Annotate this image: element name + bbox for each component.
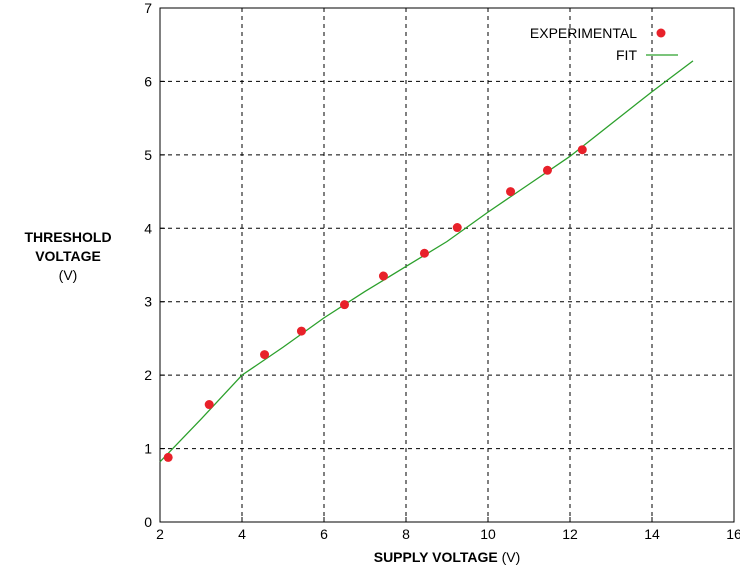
y-axis-ticks: 0 1 2 3 4 5 6 7: [144, 0, 165, 530]
x-tick-label-14: 14: [644, 526, 660, 542]
y-axis-label-unit: (V): [58, 267, 78, 283]
x-axis-label: SUPPLY VOLTAGE (V): [160, 549, 734, 565]
y-tick-label-7: 7: [144, 0, 152, 16]
y-axis-label-line2: VOLTAGE: [35, 248, 101, 264]
data-point-experimental-10: [577, 145, 587, 155]
legend-label-fit: FIT: [616, 47, 637, 63]
y-tick-label-4: 4: [144, 220, 152, 236]
x-tick-label-10: 10: [480, 526, 496, 542]
data-point-experimental-0: [163, 452, 173, 462]
data-point-experimental-8: [506, 187, 516, 197]
y-tick-label-3: 3: [144, 294, 152, 310]
data-point-experimental-9: [542, 165, 552, 175]
legend-marker-experimental: [656, 28, 666, 38]
y-axis-label: THRESHOLD VOLTAGE (V): [2, 228, 134, 285]
grid-lines: [160, 8, 734, 522]
legend-label-experimental: EXPERIMENTAL: [530, 25, 637, 41]
x-tick-label-12: 12: [562, 526, 578, 542]
y-tick-label-6: 6: [144, 73, 152, 89]
data-point-experimental-7: [452, 223, 462, 233]
legend: EXPERIMENTAL FIT: [530, 25, 678, 63]
data-point-experimental-6: [419, 248, 429, 258]
data-point-experimental-2: [260, 350, 270, 360]
x-tick-label-16: 16: [726, 526, 740, 542]
x-axis-label-unit: (V): [501, 549, 521, 565]
data-point-experimental-5: [378, 271, 388, 281]
x-tick-label-4: 4: [238, 526, 246, 542]
data-point-experimental-3: [296, 326, 306, 336]
plot-frame: [159, 7, 735, 523]
x-tick-label-6: 6: [320, 526, 328, 542]
x-axis-ticks: 2 4 6 8 10 12 14 16: [156, 517, 740, 542]
y-tick-label-1: 1: [144, 441, 152, 457]
data-point-experimental-1: [204, 400, 214, 410]
y-axis-label-line1: THRESHOLD: [24, 229, 112, 245]
x-tick-label-2: 2: [156, 526, 164, 542]
series-line-fit: [159, 60, 694, 463]
y-tick-label-2: 2: [144, 367, 152, 383]
data-point-experimental-4: [340, 300, 349, 310]
y-tick-label-5: 5: [144, 147, 152, 163]
series-layer: [159, 60, 694, 463]
x-axis-label-text: SUPPLY VOLTAGE: [373, 549, 498, 565]
y-tick-label-0: 0: [144, 514, 152, 530]
x-tick-label-8: 8: [402, 526, 410, 542]
